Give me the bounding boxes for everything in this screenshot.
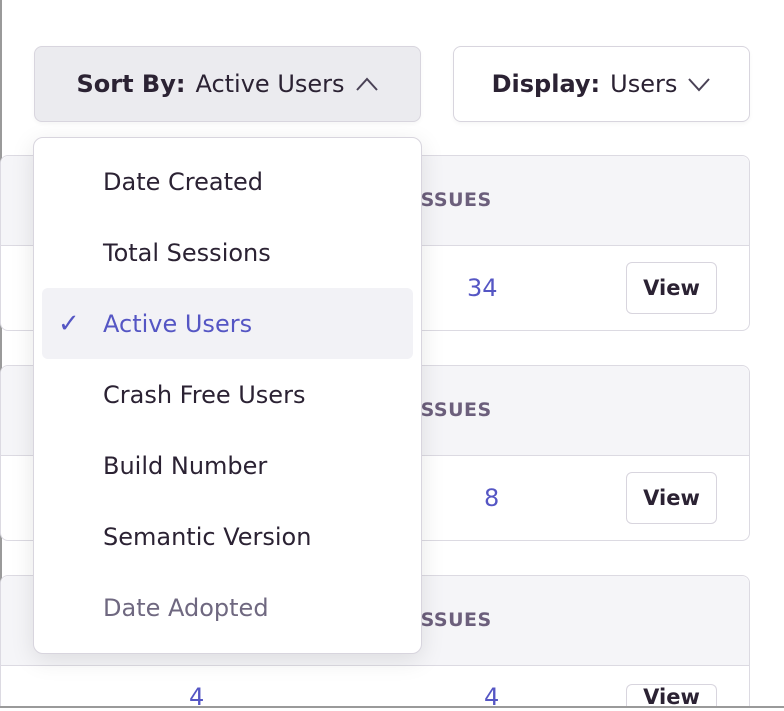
issues-header: ISSUES — [413, 189, 492, 211]
chevron-down-icon — [688, 78, 711, 92]
view-button[interactable]: View — [626, 472, 717, 524]
display-label: Display: — [491, 70, 601, 98]
menu-item-date-created[interactable]: Date Created — [42, 146, 413, 217]
view-button[interactable]: View — [626, 262, 717, 314]
sort-dropdown-menu: Date Created Total Sessions ✓ Active User… — [33, 137, 422, 654]
menu-item-label: Total Sessions — [103, 238, 271, 267]
menu-item-total-sessions[interactable]: Total Sessions — [42, 217, 413, 288]
issues-count[interactable]: 4 — [484, 683, 500, 711]
menu-item-label: Crash Free Users — [103, 380, 306, 409]
sort-label: Sort By: — [76, 70, 186, 98]
issues-count[interactable]: 34 — [467, 274, 498, 302]
sort-by-button[interactable]: Sort By: Active Users — [34, 46, 421, 122]
issues-header: ISSUES — [413, 399, 492, 421]
menu-item-crash-free-users[interactable]: Crash Free Users — [42, 359, 413, 430]
issues-count[interactable]: 8 — [484, 484, 500, 512]
menu-item-date-adopted: Date Adopted — [42, 572, 413, 643]
menu-item-label: Active Users — [103, 309, 253, 338]
menu-item-label: Semantic Version — [103, 522, 312, 551]
checkmark-icon: ✓ — [58, 308, 80, 339]
menu-item-semantic-version[interactable]: Semantic Version — [42, 501, 413, 572]
menu-item-active-users[interactable]: ✓ Active Users — [42, 288, 413, 359]
display-value: Users — [610, 70, 678, 98]
count-cell[interactable]: 4 — [189, 683, 205, 711]
chevron-up-icon — [355, 77, 378, 91]
sort-value: Active Users — [195, 70, 345, 98]
menu-item-build-number[interactable]: Build Number — [42, 430, 413, 501]
menu-item-label: Date Adopted — [103, 593, 269, 622]
issues-header: ISSUES — [413, 609, 492, 631]
menu-item-label: Date Created — [103, 167, 263, 196]
view-button[interactable]: View — [626, 684, 717, 709]
display-button[interactable]: Display: Users — [453, 46, 750, 122]
menu-item-label: Build Number — [103, 451, 268, 480]
